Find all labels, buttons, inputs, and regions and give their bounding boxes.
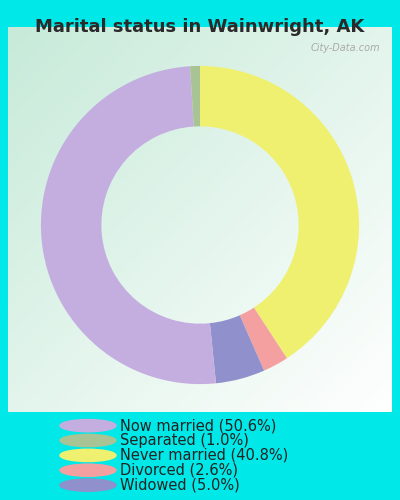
Text: Now married (50.6%): Now married (50.6%)	[120, 418, 276, 433]
Wedge shape	[190, 66, 200, 126]
Circle shape	[60, 464, 116, 476]
Text: City-Data.com: City-Data.com	[311, 43, 380, 53]
Text: Separated (1.0%): Separated (1.0%)	[120, 433, 249, 448]
Wedge shape	[210, 316, 264, 384]
Text: Marital status in Wainwright, AK: Marital status in Wainwright, AK	[35, 18, 365, 36]
Wedge shape	[200, 66, 359, 358]
Circle shape	[60, 449, 116, 462]
Circle shape	[60, 479, 116, 491]
Circle shape	[60, 434, 116, 446]
Wedge shape	[240, 308, 287, 370]
Wedge shape	[41, 66, 216, 384]
Text: Never married (40.8%): Never married (40.8%)	[120, 448, 288, 463]
Text: Divorced (2.6%): Divorced (2.6%)	[120, 463, 238, 478]
Text: Widowed (5.0%): Widowed (5.0%)	[120, 478, 240, 492]
Circle shape	[60, 420, 116, 432]
